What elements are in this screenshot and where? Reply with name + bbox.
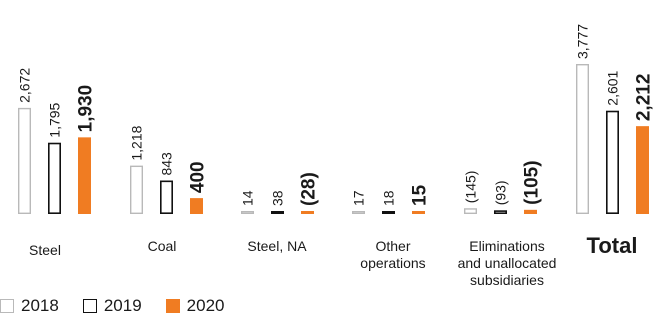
value-label-total-2020: 2,212 [634,74,655,122]
value-label-steel-na-2020: (28) [299,172,320,206]
value-label-coal-2018: 1,218 [129,125,145,160]
legend-item-2018: 2018 [0,296,59,316]
legend-label-2020: 2020 [186,296,225,315]
value-label-steel-2018: 2,672 [17,68,33,103]
bar-steel-na-2020 [301,211,314,214]
value-label-total-2019: 2,601 [605,70,621,105]
bar-eliminations-and-unallocated-subsidiaries-2019 [493,210,507,215]
value-label-coal-2020: 400 [188,161,209,193]
value-label-other-operations-2018: 17 [351,190,367,206]
bar-other-operations-2018 [352,210,366,214]
value-label-eliminations-and-unallocated-subsidiaries-2020: (105) [522,160,543,204]
legend-swatch-2019 [82,299,97,313]
bar-total-2019 [605,110,619,214]
category-label-coal: Coal [147,238,177,254]
value-label-steel-na-2019: 38 [270,190,286,206]
category-label-steel: Steel [29,242,61,258]
value-label-other-operations-2019: 18 [381,190,397,206]
bar-coal-2018 [129,165,143,214]
bar-total-2018 [576,63,590,215]
bar-other-operations-2019 [381,211,395,215]
legend-item-2019: 2019 [82,296,142,316]
value-label-total-2018: 3,777 [575,24,591,59]
bar-steel-2019 [47,142,61,214]
value-label-other-operations-2020: 15 [410,184,431,206]
bar-steel-na-2018 [240,210,254,214]
bar-eliminations-and-unallocated-subsidiaries-2018 [464,208,478,215]
bar-steel-na-2019 [270,211,284,215]
bar-steel-2020 [78,137,91,214]
value-label-steel-2019: 1,795 [46,102,62,137]
category-label-steel-na: Steel, NA [247,238,307,254]
legend: 2018 2019 2020 [0,296,248,316]
category-label-total: Total [586,233,638,258]
value-label-steel-2020: 1,930 [76,85,97,133]
legend-label-2018: 2018 [21,296,59,315]
legend-swatch-2018 [0,299,14,313]
bar-steel-2018 [18,107,32,215]
bar-coal-2019 [160,180,174,214]
value-label-eliminations-and-unallocated-subsidiaries-2018: (145) [463,171,479,204]
legend-swatch-2020 [165,299,180,313]
value-label-steel-na-2018: 14 [240,190,256,206]
legend-item-2020: 2020 [165,296,225,316]
value-label-coal-2019: 843 [159,152,175,176]
bar-other-operations-2020 [412,211,425,214]
category-label-eliminations: Eliminations and unallocated subsidiarie… [457,238,557,288]
bar-eliminations-and-unallocated-subsidiaries-2020 [524,209,537,214]
value-label-eliminations-and-unallocated-subsidiaries-2019: (93) [493,180,509,205]
legend-label-2019: 2019 [103,296,142,315]
bar-coal-2020 [190,198,203,214]
bar-total-2020 [636,126,649,214]
category-label-other-operations: Other operations [360,238,426,271]
